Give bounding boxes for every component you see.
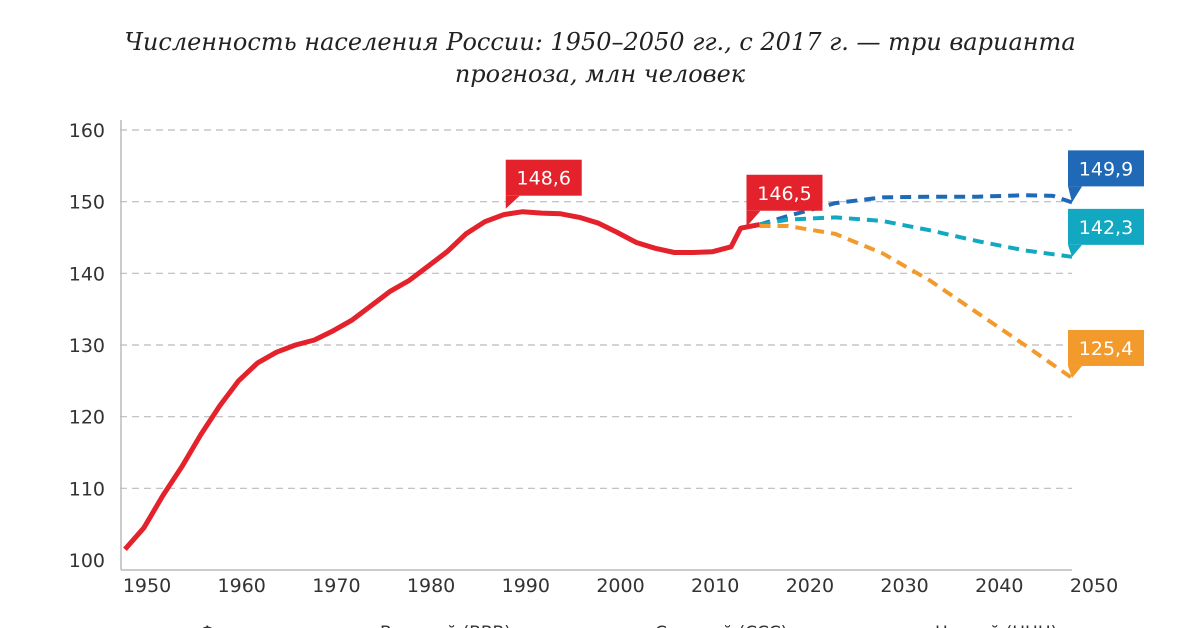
callout-label: 142,3 <box>1079 217 1133 239</box>
chart-title-line2: прогноза, млн человек <box>454 60 746 88</box>
callout-label: 149,9 <box>1079 158 1133 180</box>
series-line-0 <box>123 209 760 551</box>
x-tick-label: 1950 <box>123 575 171 597</box>
callout-pointer <box>746 210 761 227</box>
callout-label: 125,4 <box>1079 338 1133 360</box>
x-tick-label: 2040 <box>975 575 1023 597</box>
y-tick-label: 140 <box>69 263 105 285</box>
y-tick-label: 150 <box>69 192 105 214</box>
x-tick-label: 2000 <box>596 575 644 597</box>
series-line-3 <box>759 224 1074 380</box>
callout-box <box>1068 150 1144 187</box>
series-line-2 <box>759 215 1073 259</box>
callout-pointer <box>1068 186 1082 203</box>
y-tick-label: 100 <box>69 550 105 572</box>
x-tick-label: 1980 <box>407 575 455 597</box>
legend-label: Средний (ССС) <box>655 623 787 628</box>
chart-title-line1: Численность населения России: 1950–2050 … <box>124 28 1076 56</box>
y-tick-label: 110 <box>69 478 105 500</box>
x-tick-label: 2050 <box>1070 575 1118 597</box>
callout-box <box>1068 208 1144 245</box>
x-tick-label: 2010 <box>691 575 739 597</box>
y-tick-label: 160 <box>69 120 105 142</box>
x-tick-label: 2030 <box>880 575 928 597</box>
callout-pointer <box>505 195 520 209</box>
callout-label: 148,6 <box>517 168 571 190</box>
legend-label: Факт <box>200 623 245 628</box>
x-tick-label: 1960 <box>218 575 266 597</box>
x-tick-label: 1970 <box>312 575 360 597</box>
callout-box <box>746 174 823 211</box>
callout-box <box>505 159 582 196</box>
callout-box <box>1068 329 1144 366</box>
callout-label: 146,5 <box>757 183 811 205</box>
legend-label: Низкий (ННН) <box>935 623 1057 628</box>
callout-pointer <box>1068 244 1082 257</box>
series-line-1 <box>758 193 1073 227</box>
legend-label: Высокий (ВВВ) <box>380 623 511 628</box>
y-tick-label: 130 <box>69 335 105 357</box>
x-tick-label: 1990 <box>502 575 550 597</box>
x-tick-label: 2020 <box>786 575 834 597</box>
callout-pointer <box>1068 365 1082 378</box>
y-tick-label: 120 <box>69 407 105 429</box>
